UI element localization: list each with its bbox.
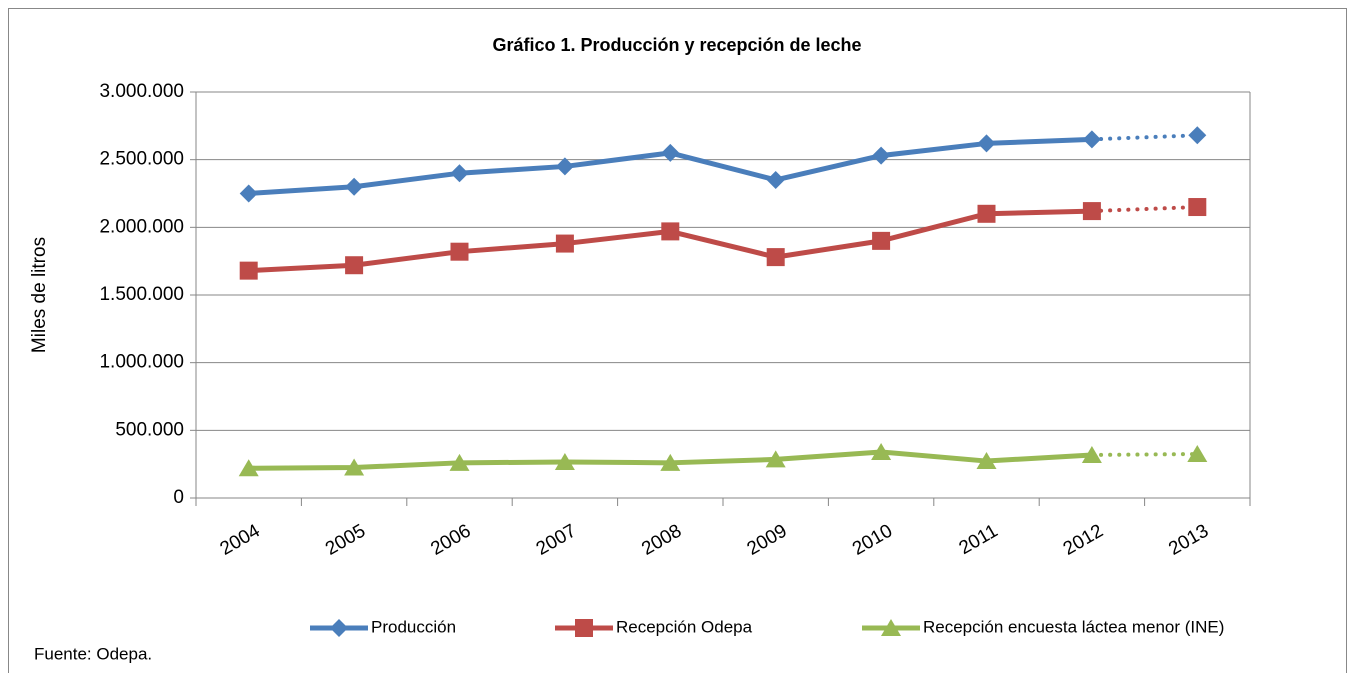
data-point [239,261,258,280]
y-axis-label: Miles de litros [29,237,50,353]
data-point [1082,202,1101,221]
data-point [1187,445,1208,463]
y-tick-label: 500.000 [115,419,184,440]
data-point [345,177,364,196]
series-line-dotted [1089,133,1200,142]
series-line-dotted [1089,205,1200,214]
data-point [872,231,891,250]
legend-marker [881,619,901,636]
series-line-dotted [1089,452,1200,457]
source-note: Fuente: Odepa. [34,644,152,663]
data-point [344,458,365,476]
data-point [766,170,785,189]
data-point [1188,198,1207,217]
x-tick-label: 2013 [1165,520,1212,559]
legend-marker [575,619,593,637]
chart-frame [8,8,1347,673]
data-point [977,204,996,223]
data-point [765,450,786,468]
y-tick-label: 1.500.000 [99,284,184,305]
data-point [872,146,891,165]
legend-label: Producción [371,617,456,636]
data-point [555,234,574,253]
y-tick-label: 2.500.000 [99,149,184,170]
x-tick-label: 2010 [849,520,896,559]
data-point [871,442,892,460]
x-tick-label: 2005 [322,520,369,559]
x-tick-label: 2008 [638,520,685,559]
legend-marker [330,619,348,637]
x-tick-label: 2004 [217,520,264,560]
data-point [450,164,469,183]
x-tick-label: 2006 [427,520,474,559]
data-point [345,256,364,275]
legend-label: Recepción Odepa [616,617,753,636]
data-point [1082,130,1101,149]
data-point [449,453,470,471]
data-point [450,242,469,261]
data-point [239,184,258,203]
data-point [661,222,680,241]
x-tick-label: 2009 [744,520,791,559]
series-line [248,208,1092,274]
y-tick-label: 1.000.000 [99,352,184,373]
data-point [976,452,997,470]
data-point [661,143,680,162]
x-tick-label: 2007 [533,520,580,559]
data-point [555,157,574,176]
data-point [1188,126,1207,145]
data-point [766,248,785,267]
x-tick-label: 2011 [956,520,1002,559]
data-point [554,453,575,471]
data-point [660,453,681,471]
y-tick-label: 0 [173,487,184,508]
y-tick-label: 3.000.000 [99,81,184,102]
chart-title: Gráfico 1. Producción y recepción de lec… [492,35,861,55]
data-point [977,134,996,153]
y-tick-label: 2.000.000 [99,216,184,237]
x-tick-label: 2012 [1060,520,1107,559]
data-point [1081,445,1102,463]
data-point [238,459,259,477]
legend-label: Recepción encuesta láctea menor (INE) [923,617,1224,636]
